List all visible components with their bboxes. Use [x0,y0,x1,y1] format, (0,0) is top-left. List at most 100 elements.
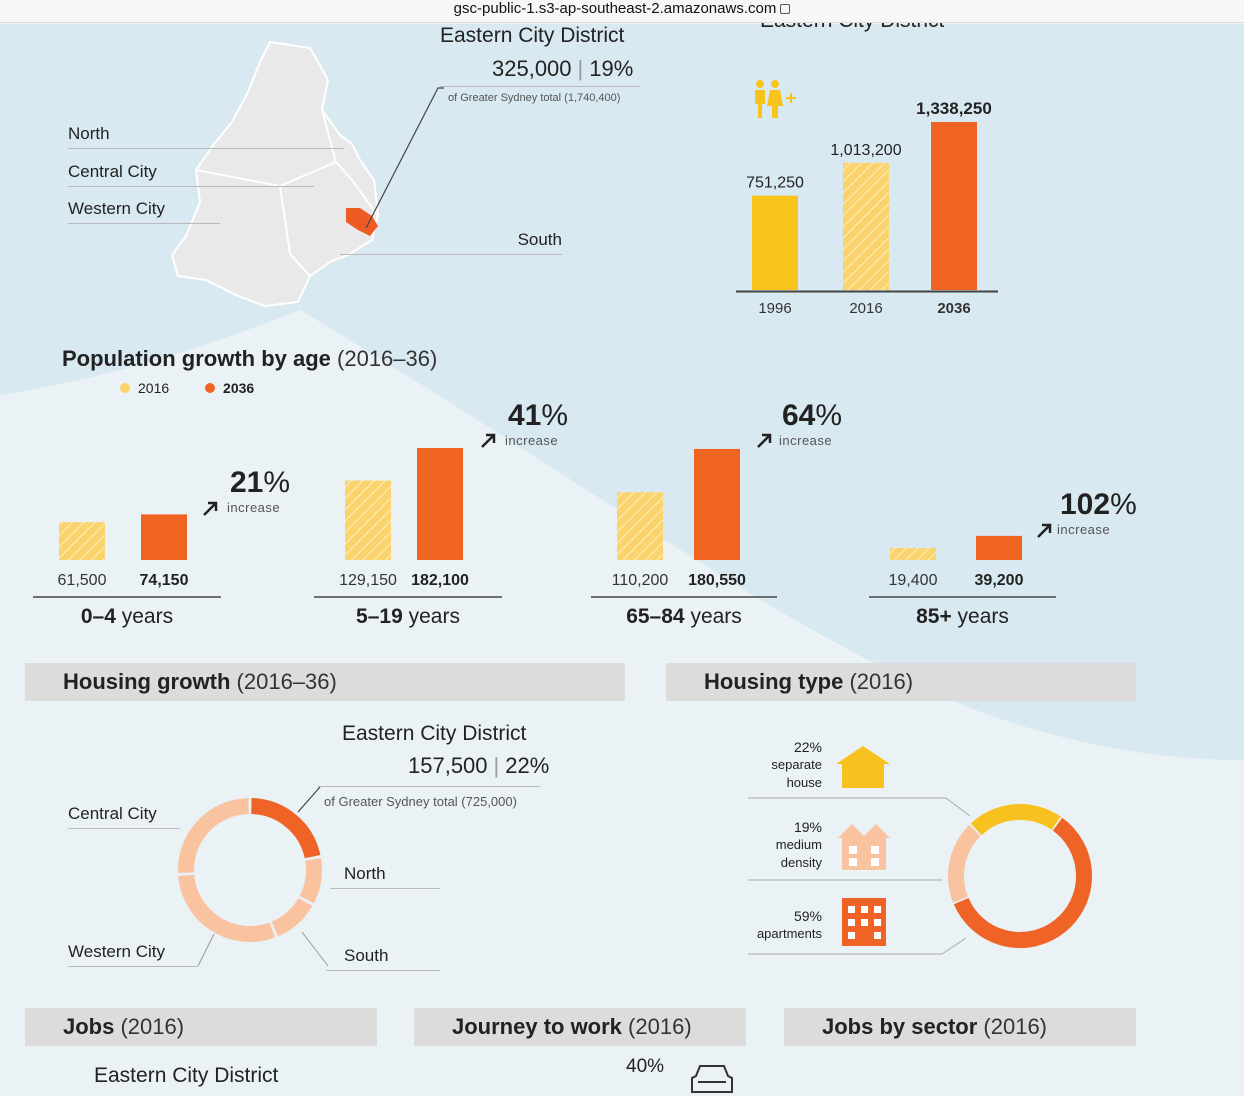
housing-callout-line [297,786,321,813]
donut-segment [178,874,276,942]
family-icon [755,80,796,118]
age-increase-label: increase [505,433,558,448]
housing-dwellings: 157,500 [408,753,488,778]
donut-segment [271,897,313,937]
ht-item-medium: 19% medium density [775,819,822,870]
donut-segment [970,804,1061,836]
housing-share-note: of Greater Sydney total (725,000) [324,794,517,809]
jobs-header: Jobs (2016) [25,1008,377,1046]
pop-bar-2036 [931,122,977,290]
age-bar-2016 [617,492,663,560]
apartments-icon [842,898,886,946]
arrow-up-right-icon [1037,523,1052,538]
age-group-label: 5–19 years [356,605,460,628]
map-callout-line [365,87,444,229]
housing-growth-header: Housing growth (2016–36) [25,663,625,701]
age-bar-2036 [976,535,1022,560]
donut-segment [953,817,1092,948]
donut-segment [178,798,250,873]
age-increase-label: increase [227,500,280,515]
arrow-up-right-icon [481,433,496,448]
age-value-2016: 129,150 [339,572,397,589]
journey-header: Journey to work (2016) [414,1008,746,1046]
age-value-2016: 19,400 [889,572,938,589]
ht-item-apartments: 59% apartments [756,908,822,941]
hg-western-leader [197,933,215,967]
housing-growth-donut [178,798,322,942]
url-text: gsc-public-1.s3-ap-southeast-2.amazonaws… [453,0,777,17]
medium-density-icon [838,824,890,870]
arrow-up-right-icon [757,433,772,448]
map-share: 19% [589,56,634,81]
age-group-label: 0–4 years [81,605,173,628]
age-pct-label: 41% [508,399,568,432]
age-value-2016: 61,500 [58,572,107,589]
map-population-stat: 325,000 | 19% [492,56,634,81]
map-label-south: South [340,230,562,255]
age-pct-label: 21% [230,466,290,499]
map-district-title: Eastern City District [440,24,625,47]
lock-icon [780,4,791,14]
donut-segment [948,824,981,903]
housing-share: 22% [505,753,550,778]
car-icon [691,1065,733,1093]
housing-type-leaders [748,797,971,955]
map-label-north: North [68,124,344,149]
pop-year-label: 1996 [758,300,791,317]
ht-item-separate: 22% separate house [771,739,822,790]
pop-value-label: 1,013,200 [830,142,901,159]
age-value-2016: 110,200 [612,572,669,589]
pop-year-label: 2016 [849,300,882,317]
map-share-note: of Greater Sydney total (1,740,400) [448,92,621,104]
age-bar-2016 [890,548,936,560]
journey-car-pct: 40% [626,1056,665,1077]
housing-type-header: Housing type (2016) [666,663,1136,701]
population-bar-chart: 751,250 1996 1,013,200 2016 1,338,250 2036 [736,99,998,317]
age-pct-label: 102% [1060,488,1137,521]
age-pct-label: 64% [782,399,842,432]
map-label-western-city: Western City [68,199,220,224]
donut-segment [250,798,321,859]
housing-type-donut [948,804,1092,948]
map-sydney-region [170,40,380,308]
arrow-up-right-icon [203,501,218,516]
age-increase-label: increase [1057,522,1110,537]
age-increase-label: increase [779,433,832,448]
age-bar-2016 [59,522,105,560]
map-label-central-city: Central City [68,162,314,187]
pop-year-label: 2036 [937,300,970,317]
age-value-2036: 39,200 [975,572,1024,589]
age-bar-2036 [694,448,740,560]
donut-segment [299,858,322,904]
age-legend: 2016 2036 [120,380,254,396]
map-population: 325,000 [492,56,572,81]
age-bar-2016 [345,480,391,560]
pop-bar-1996 [752,195,798,290]
legend-2036-swatch [205,383,216,393]
browser-url-bar[interactable]: gsc-public-1.s3-ap-southeast-2.amazonaws… [0,0,1244,23]
hg-label-north: North [330,864,440,889]
district-map [170,40,380,308]
age-group-label: 85+ years [916,605,1009,628]
sector-header: Jobs by sector (2016) [784,1008,1136,1046]
age-value-2036: 182,100 [411,572,469,589]
hg-label-western-city: Western City [68,942,198,967]
age-value-2036: 74,150 [140,572,189,589]
age-bar-2036 [141,514,187,560]
pop-value-label: 751,250 [746,175,804,192]
hg-label-south: South [326,946,440,971]
hg-label-central-city: Central City [68,804,180,829]
age-value-2036: 180,550 [688,572,746,589]
hg-south-leader [301,931,329,967]
legend-2016-swatch [120,383,130,393]
age-group-label: 65–84 years [626,605,742,628]
pop-value-label: 1,338,250 [916,99,992,118]
housing-district-title: Eastern City District [342,722,527,745]
legend-2036-label: 2036 [223,380,255,396]
pop-bar-2016 [843,162,889,290]
age-bar-2036 [417,448,463,560]
house-icon [836,746,890,788]
age-section-title: Population growth by age (2016–36) [62,346,438,371]
map-eastern-city-highlight [346,208,378,236]
